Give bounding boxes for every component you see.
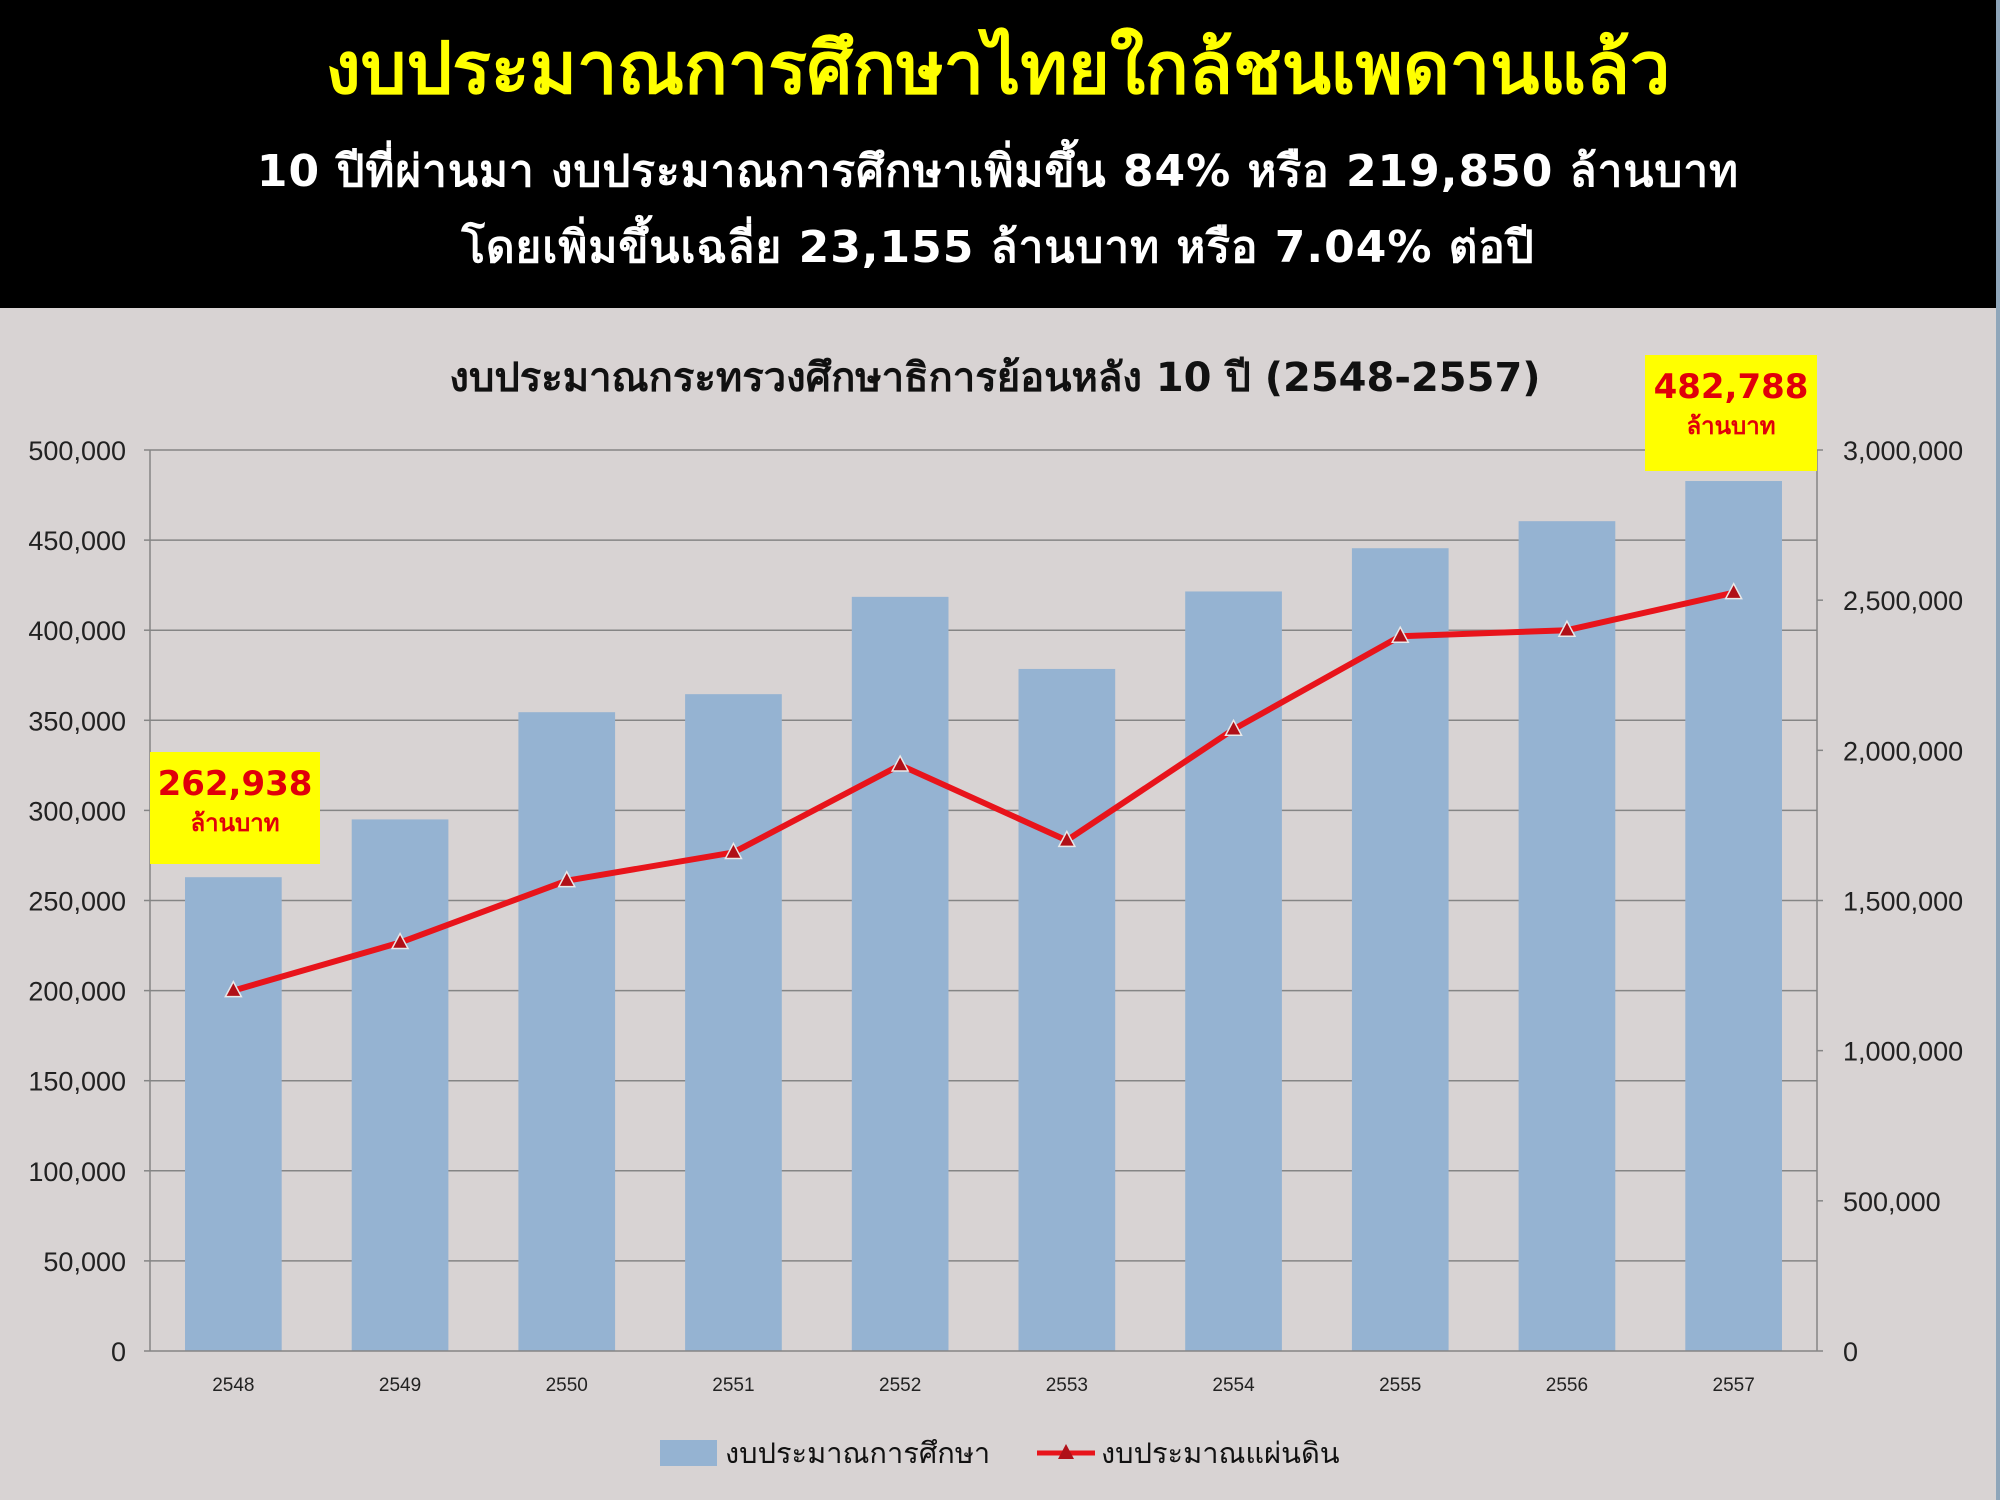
chart-title: งบประมาณกระทรวงศึกษาธิการย้อนหลัง 10 ปี … bbox=[449, 355, 1541, 401]
x-axis-tick-label: 2555 bbox=[1379, 1375, 1421, 1396]
left-axis-tick-label: 100,000 bbox=[28, 1157, 126, 1187]
x-axis-tick-label: 2549 bbox=[379, 1375, 421, 1396]
line-point-marker bbox=[1224, 718, 1243, 737]
callout-first-unit: ล้านบาท bbox=[190, 809, 280, 837]
right-axis-tick-label: 0 bbox=[1843, 1337, 1858, 1367]
subheadline-average: โดยเพิ่มขึ้นเฉลี่ย 23,155 ล้านบาท หรือ 7… bbox=[461, 222, 1535, 273]
bar bbox=[351, 819, 449, 1351]
right-edge-strip bbox=[1996, 0, 2000, 1500]
legend-bar-swatch bbox=[660, 1440, 717, 1466]
callout-first-year: 262,938 ล้านบาท bbox=[150, 752, 320, 864]
right-axis-tick-label: 2,500,000 bbox=[1843, 586, 1963, 616]
legend-line-swatch bbox=[1037, 1444, 1095, 1459]
bar bbox=[1685, 481, 1782, 1352]
tick-labels: 0 50,000 100,000 150,000 200,000 250,000 300,0… bbox=[28, 436, 1963, 1396]
line-point-marker bbox=[1724, 582, 1743, 600]
axes bbox=[144, 449, 1823, 1352]
x-axis-tick-label: 2551 bbox=[712, 1375, 754, 1396]
x-axis-tick-label: 2550 bbox=[546, 1375, 588, 1396]
line-point-marker bbox=[1391, 625, 1410, 643]
callout-first-value: 262,938 bbox=[157, 764, 313, 804]
line-point-marker bbox=[1557, 619, 1577, 637]
left-axis-tick-label: 250,000 bbox=[28, 887, 126, 917]
legend-item-national: งบประมาณแผ่นดิน bbox=[1035, 1433, 1340, 1473]
bar bbox=[1351, 548, 1449, 1351]
right-axis-tick-label: 2,000,000 bbox=[1843, 736, 1963, 766]
header-banner bbox=[0, 0, 1996, 308]
callout-last-unit: ล้านบาท bbox=[1686, 412, 1776, 440]
line-series-path bbox=[232, 589, 1735, 994]
left-axis-tick-label: 500,000 bbox=[28, 436, 126, 466]
right-axis-tick-label: 1,000,000 bbox=[1843, 1037, 1963, 1067]
bar bbox=[1018, 668, 1116, 1351]
bar bbox=[685, 694, 782, 1351]
left-axis-tick-label: 200,000 bbox=[28, 977, 126, 1007]
line-point-marker bbox=[557, 870, 576, 888]
right-axis-tick-label: 3,000,000 bbox=[1843, 436, 1963, 466]
bar bbox=[1518, 521, 1616, 1351]
left-axis-tick-label: 350,000 bbox=[28, 706, 126, 736]
right-axis-tick-label: 500,000 bbox=[1843, 1187, 1941, 1217]
line-point-marker bbox=[1057, 829, 1077, 848]
x-axis-tick-label: 2548 bbox=[212, 1375, 254, 1396]
line-point-marker bbox=[724, 841, 743, 860]
left-axis-tick-label: 50,000 bbox=[43, 1247, 126, 1277]
line-point-marker bbox=[390, 931, 410, 950]
legend-label-education: งบประมาณการศึกษา bbox=[725, 1436, 991, 1470]
bar bbox=[185, 877, 282, 1351]
right-axis-tick-label: 1,500,000 bbox=[1843, 887, 1963, 917]
subheadline-increase: 10 ปีที่ผ่านมา งบประมาณการศึกษาเพิ่มขึ้น… bbox=[256, 146, 1740, 197]
callout-last-value: 482,788 bbox=[1653, 367, 1809, 407]
bar-series bbox=[185, 481, 1782, 1352]
bar bbox=[518, 712, 616, 1351]
left-axis-tick-label: 300,000 bbox=[28, 796, 126, 826]
legend-item-education: งบประมาณการศึกษา bbox=[660, 1433, 990, 1473]
left-axis-tick-label: 0 bbox=[111, 1337, 126, 1367]
callout-last-year: 482,788 ล้านบาท bbox=[1645, 355, 1817, 471]
line-point-marker bbox=[890, 754, 910, 772]
x-axis-tick-label: 2553 bbox=[1046, 1375, 1088, 1396]
legend-label-national: งบประมาณแผ่นดิน bbox=[1101, 1436, 1340, 1470]
headline: งบประมาณการศึกษาไทยใกล้ชนเพดานแล้ว bbox=[325, 26, 1671, 110]
bar bbox=[1185, 591, 1282, 1351]
bar bbox=[851, 596, 949, 1351]
x-axis-tick-label: 2557 bbox=[1713, 1375, 1755, 1396]
left-axis-tick-label: 450,000 bbox=[28, 526, 126, 556]
left-axis-tick-label: 400,000 bbox=[28, 616, 126, 646]
x-axis-tick-label: 2554 bbox=[1212, 1375, 1255, 1396]
left-axis-tick-label: 150,000 bbox=[28, 1067, 126, 1097]
x-axis-tick-label: 2552 bbox=[879, 1375, 921, 1396]
x-axis-tick-label: 2556 bbox=[1546, 1375, 1588, 1396]
line-series bbox=[224, 582, 1743, 998]
line-point-marker bbox=[224, 980, 243, 998]
